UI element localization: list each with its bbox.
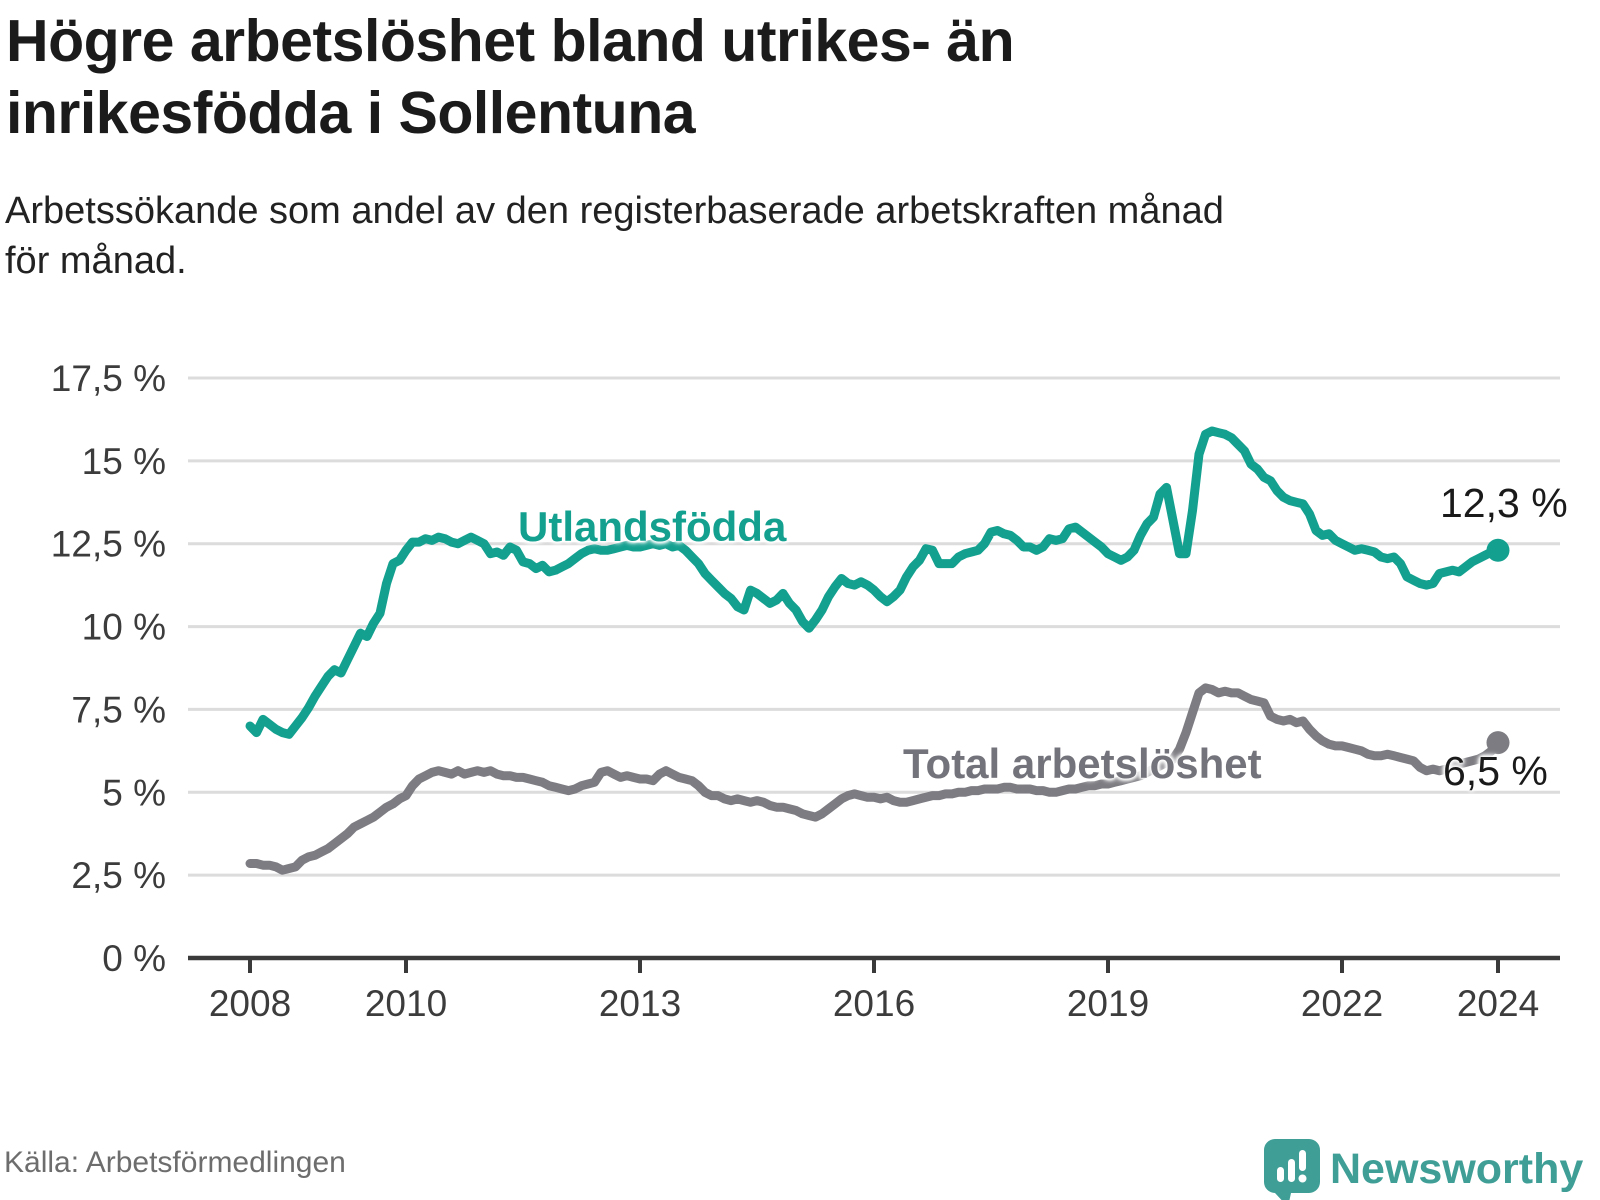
y-axis-tick-label: 10 % (82, 607, 166, 648)
y-axis-tick-label: 12,5 % (51, 524, 166, 565)
series-end-dot (1486, 731, 1510, 755)
x-axis-tick-label: 2013 (599, 983, 681, 1024)
end-value-label-utlandsfodda: 12,3 % (1440, 480, 1568, 526)
y-axis-tick-label: 15 % (82, 441, 166, 482)
source-note: Källa: Arbetsförmedlingen (4, 1146, 346, 1179)
x-axis-tick-label: 2019 (1067, 983, 1149, 1024)
series-line-total-arbetsl-shet (245, 683, 1503, 875)
y-axis-tick-label: 7,5 % (71, 689, 166, 730)
y-axis-tick-label: 0 % (102, 938, 166, 979)
newsworthy-bubble-icon (1264, 1139, 1320, 1200)
series-line-utlandsf-dda (245, 426, 1503, 739)
x-axis-tick-label: 2016 (833, 983, 915, 1024)
newsworthy-logo: Newsworthy (1263, 1138, 1583, 1200)
x-axis-tick-label: 2022 (1301, 983, 1383, 1024)
end-value-label-total: 6,5 % (1443, 748, 1548, 794)
y-axis-tick-label: 5 % (102, 772, 166, 813)
series-label-total-arbetsloshet: Total arbetslöshet (903, 740, 1262, 787)
page-subtitle: Arbetssökande som andel av den registerb… (5, 190, 1224, 283)
x-axis-tick-label: 2010 (365, 983, 447, 1024)
y-axis-tick-label: 17,5 % (51, 358, 166, 399)
series-end-dot (1486, 538, 1510, 562)
page-title: Högre arbetslöshet bland utrikes- än inr… (6, 8, 1015, 146)
y-axis-tick-label: 2,5 % (71, 855, 166, 896)
x-axis-tick-label: 2008 (209, 983, 291, 1024)
newsworthy-wordmark: Newsworthy (1330, 1145, 1584, 1193)
x-axis-tick-label: 2024 (1457, 983, 1539, 1024)
series-label-utlandsfodda: Utlandsfödda (518, 503, 787, 550)
